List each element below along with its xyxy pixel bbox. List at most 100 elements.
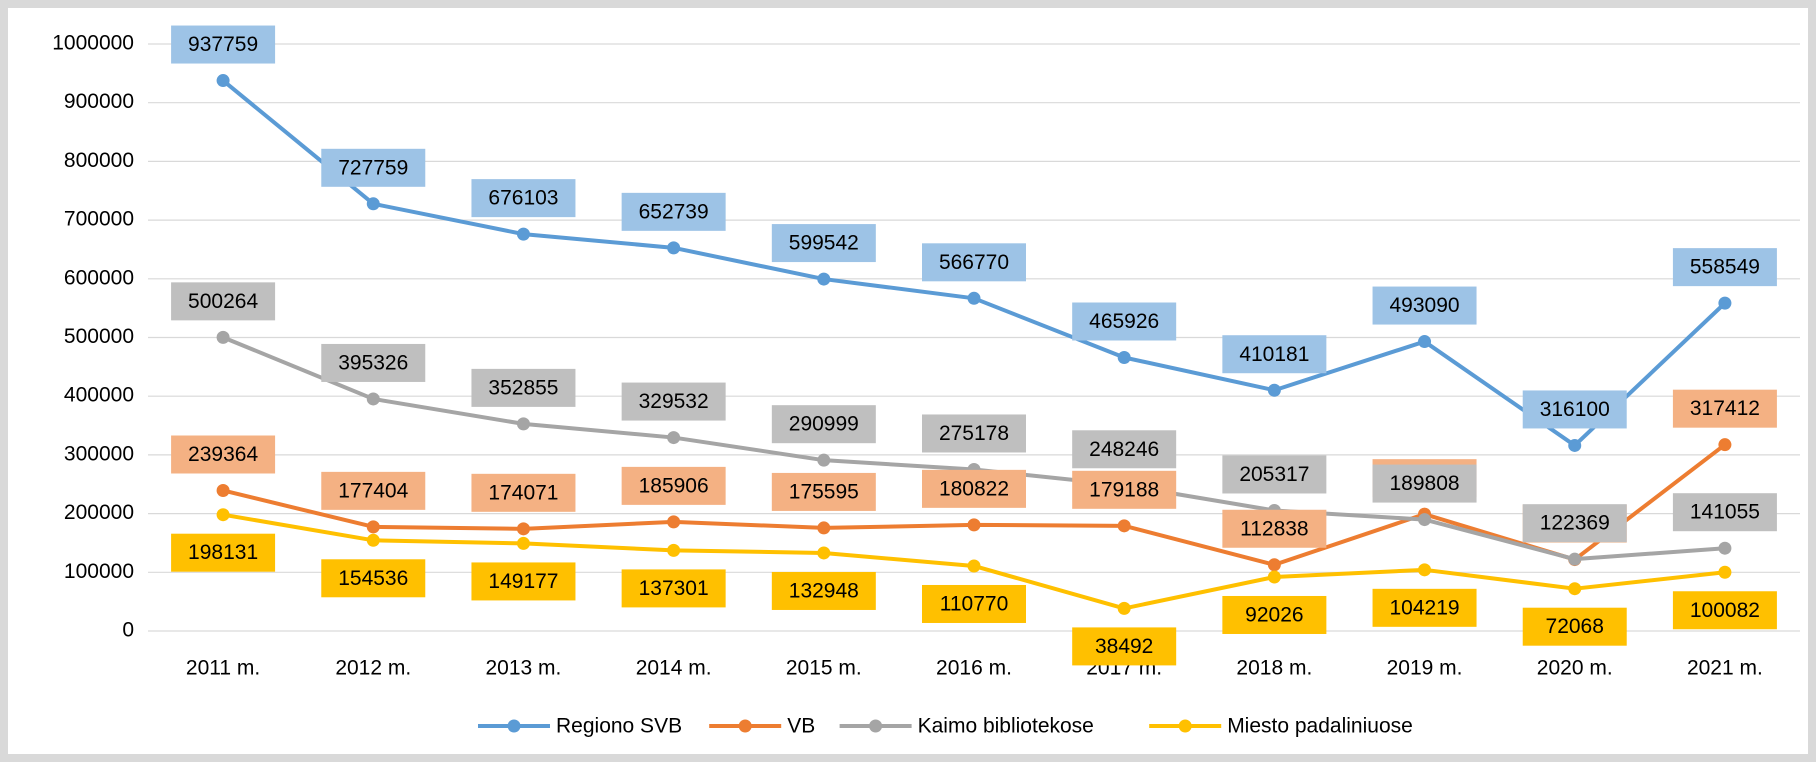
data-label: 174071 xyxy=(488,481,558,504)
point xyxy=(1267,570,1281,584)
data-label: 180822 xyxy=(939,477,1009,500)
point xyxy=(817,272,831,286)
data-label-box xyxy=(621,466,726,505)
data-label-box xyxy=(922,469,1026,508)
x-tick-label: 2016 m. xyxy=(936,657,1012,680)
data-label-box xyxy=(1522,504,1627,543)
point xyxy=(1117,351,1131,365)
point xyxy=(1418,563,1432,577)
data-label: 175595 xyxy=(789,480,859,503)
data-label: 599542 xyxy=(789,232,859,255)
data-label-box xyxy=(471,368,576,407)
data-label-box xyxy=(171,533,276,572)
y-tick-label: 300000 xyxy=(64,442,134,465)
legend-label: Miesto padaliniuose xyxy=(1227,715,1413,738)
data-label-box xyxy=(1672,248,1777,287)
point xyxy=(667,543,681,557)
data-label: 727759 xyxy=(338,156,408,179)
data-label: 122369 xyxy=(1540,512,1610,535)
data-label: 179188 xyxy=(1089,478,1159,501)
point xyxy=(667,515,681,529)
data-label-box xyxy=(621,382,726,421)
point xyxy=(1418,513,1432,527)
point xyxy=(516,522,530,536)
y-tick-label: 200000 xyxy=(64,501,134,524)
data-label-box xyxy=(1372,286,1477,325)
data-label-box xyxy=(922,243,1026,282)
point xyxy=(216,74,230,88)
point xyxy=(1718,438,1732,452)
data-label-box xyxy=(1672,493,1777,532)
data-label: 38492 xyxy=(1095,635,1153,658)
x-tick-label: 2021 m. xyxy=(1687,657,1763,680)
point xyxy=(1568,552,1582,566)
point xyxy=(366,197,380,211)
data-label: 465926 xyxy=(1089,310,1159,333)
y-tick-label: 700000 xyxy=(64,208,134,231)
data-label-box xyxy=(621,192,726,231)
point xyxy=(516,227,530,241)
data-label-box xyxy=(1222,509,1327,548)
data-label-box xyxy=(922,414,1026,453)
point xyxy=(366,533,380,547)
point xyxy=(1267,383,1281,397)
data-label: 937759 xyxy=(188,33,258,56)
data-label-box xyxy=(321,148,426,187)
data-label-box xyxy=(471,562,576,601)
y-tick-label: 1000000 xyxy=(52,32,134,55)
data-label-box xyxy=(771,472,876,511)
data-label-box xyxy=(1072,430,1177,469)
legend-marker xyxy=(869,719,883,733)
data-label-box xyxy=(321,559,426,598)
data-label: 198131 xyxy=(188,541,258,564)
point xyxy=(1117,601,1131,615)
point xyxy=(1117,519,1131,533)
data-label: 352855 xyxy=(488,376,558,399)
data-label-box xyxy=(321,471,426,510)
legend-label: VB xyxy=(787,715,815,738)
point xyxy=(967,559,981,573)
x-tick-label: 2013 m. xyxy=(486,657,562,680)
y-tick-label: 600000 xyxy=(64,266,134,289)
data-label-box xyxy=(771,405,876,444)
data-label-box xyxy=(922,584,1026,623)
data-label-box xyxy=(621,569,726,608)
data-label: 248246 xyxy=(1089,438,1159,461)
data-label: 177404 xyxy=(338,479,408,502)
x-tick-label: 2019 m. xyxy=(1387,657,1463,680)
point xyxy=(1568,582,1582,596)
y-tick-label: 100000 xyxy=(64,560,134,583)
data-label-box xyxy=(1672,591,1777,630)
point xyxy=(667,241,681,255)
data-label: 317412 xyxy=(1690,397,1760,420)
point xyxy=(366,392,380,406)
data-label: 275178 xyxy=(939,422,1009,445)
data-label: 395326 xyxy=(338,351,408,374)
data-label: 316100 xyxy=(1540,398,1610,421)
legend-marker xyxy=(738,719,752,733)
data-label: 72068 xyxy=(1546,615,1604,638)
data-label-box xyxy=(1072,302,1177,341)
x-tick-label: 2015 m. xyxy=(786,657,862,680)
data-label-box xyxy=(1672,389,1777,428)
data-label: 104219 xyxy=(1390,596,1460,619)
data-label: 566770 xyxy=(939,251,1009,274)
data-label: 410181 xyxy=(1239,343,1309,366)
data-label-box xyxy=(1222,455,1327,494)
y-tick-label: 0 xyxy=(122,619,134,642)
point xyxy=(516,536,530,550)
data-label: 239364 xyxy=(188,443,258,466)
legend-marker xyxy=(1178,719,1192,733)
data-label: 652739 xyxy=(639,200,709,223)
data-label: 132948 xyxy=(789,580,859,603)
y-tick-label: 800000 xyxy=(64,149,134,172)
point xyxy=(817,546,831,560)
point xyxy=(1718,565,1732,579)
data-label-box xyxy=(1372,464,1477,503)
data-label: 189808 xyxy=(1390,472,1460,495)
data-label: 676103 xyxy=(488,187,558,210)
point xyxy=(516,417,530,431)
point xyxy=(967,291,981,305)
